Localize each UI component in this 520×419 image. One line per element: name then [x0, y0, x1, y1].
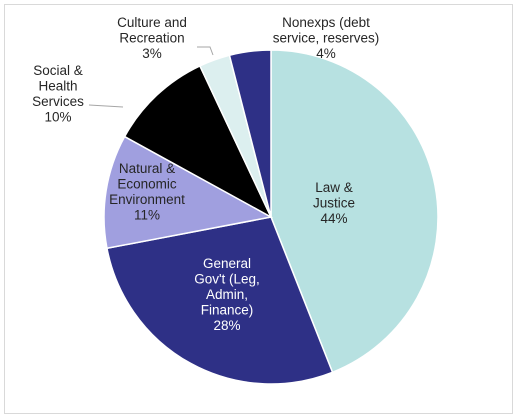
slice-labels: Law & Justice 44% General Gov't (Leg, Admin, F… — [32, 15, 379, 333]
pie-slice-natural-economic-environment — [103, 135, 274, 250]
pie-slice-general-gov-t-leg-admin-finance — [106, 216, 334, 385]
pie-chart: Law & Justice 44% General Gov't (Leg, Admin, F… — [32, 15, 439, 385]
leader-line-culture-and-recreation — [197, 46, 214, 56]
chart-frame: Law & Justice 44% General Gov't (Leg, Admin, F… — [4, 4, 513, 414]
slice-label-natural-economic-environment: Natural & Economic Environment 11% — [109, 161, 185, 223]
pie-slice-nonexps-debt-service-reserves — [228, 49, 272, 218]
leader-line-social-health-services — [88, 104, 124, 108]
slice-label-nonexps-debt-service-reserves: Nonexps (debt service, reserves) 4% — [273, 15, 380, 61]
pie-slices — [103, 49, 439, 385]
slice-label-culture-and-recreation: Culture and Recreation 3% — [117, 15, 187, 61]
slice-label-social-health-services: Social & Health Services 10% — [32, 63, 84, 125]
slice-label-general-gov-t-leg-admin-finance: General Gov't (Leg, Admin, Finance) 28% — [194, 256, 260, 333]
leader-lines — [88, 46, 214, 108]
pie-slice-law-justice — [270, 49, 439, 374]
pie-slice-social-health-services — [123, 64, 273, 219]
slice-label-law-justice: Law & Justice 44% — [313, 180, 355, 226]
